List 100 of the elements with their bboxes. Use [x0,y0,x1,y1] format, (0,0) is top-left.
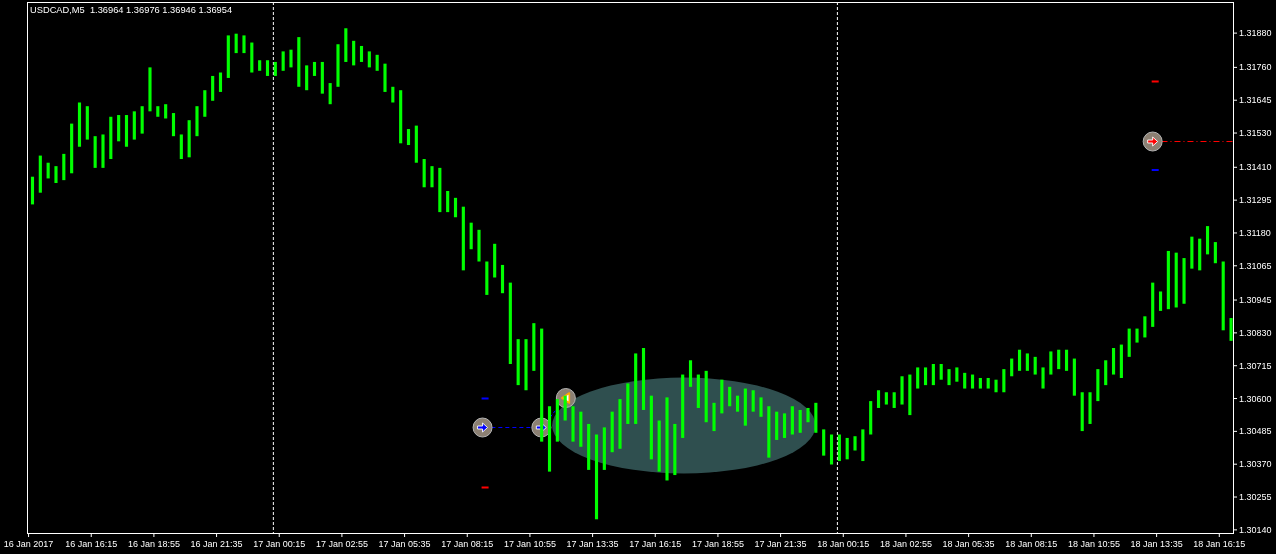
bar [861,429,865,462]
bar [978,377,982,389]
bar [814,402,818,433]
bar [751,390,755,412]
bar [602,427,606,470]
bar [438,167,442,213]
bar [1072,358,1076,396]
x-tick-label: 17 Jan 16:15 [629,539,682,549]
bar [367,51,371,68]
bar [555,399,559,442]
bar [829,434,834,465]
bar [1096,369,1100,402]
y-tick-label: 1.30715 [1239,360,1272,371]
bar [1166,250,1170,310]
bar [46,162,50,179]
y-tick-label: 1.30485 [1239,426,1272,437]
x-tick-label: 17 Jan 08:15 [441,539,494,549]
bar [665,397,669,481]
bar [1158,291,1163,311]
bar [265,60,270,76]
bar [673,423,677,476]
bar [571,406,575,442]
bar [869,401,873,435]
bar [312,61,317,76]
bar [657,420,661,472]
bar [226,35,230,78]
bar [85,106,89,140]
bar [30,176,35,205]
bar [1229,318,1233,341]
bar [618,399,622,449]
bar [461,206,465,271]
y-tick-label: 1.30370 [1239,459,1272,470]
bar [743,388,747,426]
bar [446,190,450,213]
x-tick-label: 16 Jan 16:15 [65,539,118,549]
bar [203,90,207,117]
bar [947,369,951,386]
x-tick-label: 16 Jan 18:55 [127,539,180,549]
bar [109,116,113,160]
x-tick-label: 17 Jan 18:55 [691,539,744,549]
bar [344,28,348,62]
bar [735,395,740,412]
bar [759,397,763,417]
bar [187,120,191,158]
bar [594,434,599,520]
bar [712,402,716,432]
bar [1064,349,1069,371]
bar [931,363,935,386]
bar [1182,258,1186,304]
bar [994,379,998,393]
bar [1057,349,1061,370]
bar [477,229,481,262]
bar [634,353,638,424]
bar [900,376,904,405]
bar [837,434,841,462]
y-tick-label: 1.30255 [1239,492,1272,503]
bar [77,102,82,147]
bar [70,123,74,174]
bar [626,383,630,424]
bar [453,197,458,218]
bar [164,104,168,119]
bar [704,370,708,423]
bar [383,63,387,92]
bar [1119,344,1123,378]
y-tick-label: 1.30600 [1239,393,1272,404]
bar [579,411,583,447]
bar [782,413,787,438]
bar [681,374,685,438]
bar [1010,358,1014,377]
y-tick-label: 1.31410 [1239,162,1272,173]
x-tick-label: 17 Jan 00:15 [253,539,306,549]
bar [124,115,129,147]
bar [688,360,693,387]
bar [822,429,826,456]
bar [1143,316,1147,338]
bar [547,406,552,472]
bar [806,407,810,423]
bar [406,129,411,146]
bar [1205,226,1210,255]
bar [532,323,536,371]
bar [399,90,403,144]
bar [297,37,301,87]
bar [430,166,434,188]
bar [148,67,152,112]
bar [211,75,215,101]
bar [273,61,277,76]
bar [1111,348,1116,375]
bar [305,65,309,91]
bar [916,367,920,389]
bar [93,136,97,168]
bar [1221,261,1225,331]
y-tick-label: 1.31880 [1239,28,1272,39]
y-tick-label: 1.31760 [1239,62,1272,73]
bar [892,392,896,408]
x-tick-label: 17 Jan 21:35 [754,539,807,549]
bar [1002,369,1006,393]
bar [720,379,724,414]
bar [955,367,959,382]
bar [728,386,732,407]
bar [1033,356,1037,375]
